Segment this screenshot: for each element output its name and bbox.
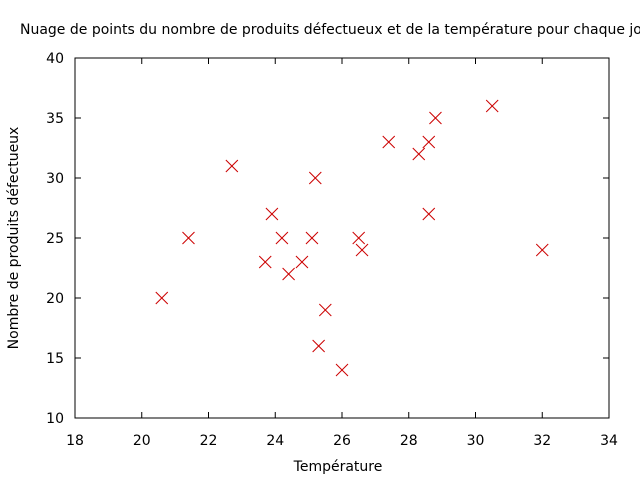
marker-stroke <box>282 267 295 281</box>
y-tick-label: 10 <box>46 411 64 427</box>
data-point-marker <box>312 339 325 353</box>
marker-stroke <box>335 363 349 377</box>
data-point-marker <box>382 135 396 149</box>
x-tick-label: 22 <box>200 433 218 449</box>
data-point-marker <box>295 255 309 269</box>
data-point-marker <box>422 207 436 221</box>
marker-stroke <box>312 339 325 353</box>
data-point-marker <box>352 231 366 245</box>
y-axis-label: Nombre de produits défectueux <box>6 127 22 350</box>
axis-ticks: 18 20 22 24 26 28 30 32 34 10 15 20 25 30 35 40 <box>46 51 618 449</box>
data-point-marker <box>275 231 289 245</box>
data-point-marker <box>155 291 169 305</box>
data-point-marker <box>305 231 319 245</box>
x-tick-label: 28 <box>400 433 418 449</box>
marker-stroke <box>355 243 369 257</box>
x-tick-label: 24 <box>266 433 284 449</box>
y-tick-label: 40 <box>46 51 64 67</box>
marker-stroke <box>155 291 169 305</box>
data-points <box>155 99 549 377</box>
plot-frame <box>74 57 610 419</box>
marker-stroke <box>308 171 322 185</box>
marker-stroke <box>422 207 436 221</box>
y-tick-label: 20 <box>46 291 64 307</box>
data-point-marker <box>258 255 272 269</box>
marker-stroke <box>352 231 366 245</box>
chart-title: Nuage de points du nombre de produits dé… <box>20 22 640 38</box>
data-point-marker <box>318 303 332 317</box>
x-tick-label: 26 <box>333 433 351 449</box>
marker-stroke <box>382 135 396 149</box>
marker-stroke <box>225 159 239 173</box>
data-point-marker <box>485 99 499 113</box>
marker-stroke <box>258 255 272 269</box>
data-point-marker <box>412 147 426 161</box>
data-point-marker <box>335 363 349 377</box>
marker-stroke <box>535 243 549 257</box>
y-tick-label: 15 <box>46 351 64 367</box>
y-tick-label: 25 <box>46 231 64 247</box>
data-point-marker <box>308 171 322 185</box>
y-tick-label: 35 <box>46 111 64 127</box>
data-point-marker <box>429 111 442 125</box>
data-point-marker <box>265 207 279 221</box>
data-point-marker <box>355 243 369 257</box>
x-axis-label: Température <box>293 459 383 475</box>
data-point-marker <box>535 243 549 257</box>
x-tick-label: 18 <box>66 433 84 449</box>
marker-stroke <box>429 111 442 125</box>
marker-stroke <box>305 231 319 245</box>
x-tick-label: 34 <box>600 433 618 449</box>
data-point-marker <box>182 231 195 245</box>
marker-stroke <box>275 231 289 245</box>
marker-stroke <box>265 207 279 221</box>
marker-stroke <box>412 147 426 161</box>
marker-stroke <box>182 231 195 245</box>
x-tick-label: 20 <box>133 433 151 449</box>
data-point-marker <box>225 159 239 173</box>
x-tick-label: 32 <box>533 433 551 449</box>
data-point-marker <box>422 135 436 149</box>
x-tick-label: 30 <box>467 433 485 449</box>
data-point-marker <box>282 267 295 281</box>
marker-stroke <box>485 99 499 113</box>
marker-stroke <box>318 303 332 317</box>
marker-stroke <box>422 135 436 149</box>
y-tick-label: 30 <box>46 171 64 187</box>
marker-stroke <box>295 255 309 269</box>
